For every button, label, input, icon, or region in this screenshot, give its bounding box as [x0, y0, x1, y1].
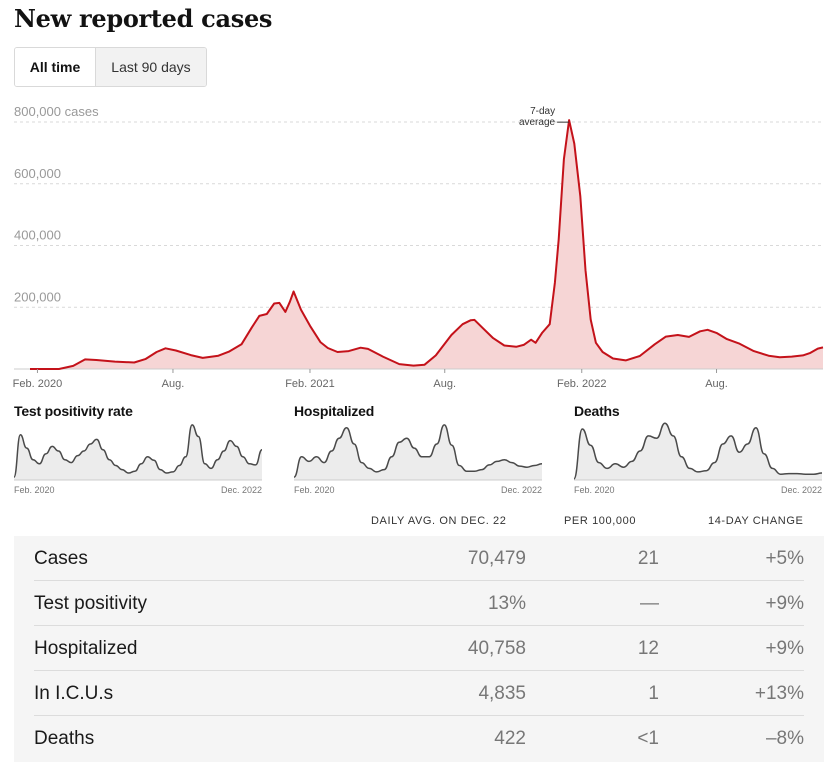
mini-chart-title: Test positivity rate [14, 403, 133, 419]
page-title: New reported cases [14, 4, 273, 33]
last-90-days-button[interactable]: Last 90 days [96, 48, 206, 86]
per-100k-value: 21 [637, 548, 659, 569]
annotation-text: average [519, 117, 556, 128]
header-per-100k: PER 100,000 [564, 515, 637, 527]
y-tick-label: 600,000 [14, 166, 61, 181]
row-label: Cases [34, 548, 88, 569]
row-label: In I.C.U.s [34, 683, 114, 704]
all-time-button[interactable]: All time [15, 48, 96, 86]
mini-line [294, 424, 543, 478]
table-row-cases: Cases 70,479 21 +5% [34, 536, 804, 581]
cases-line [30, 119, 824, 370]
header-daily-avg: DAILY AVG. ON DEC. 22 [371, 515, 507, 527]
header-14-day-change: 14-DAY CHANGE [708, 515, 804, 527]
daily-average-value: 70,479 [467, 548, 526, 569]
table-row-icu: In I.C.U.s 4,835 1 +13% [34, 671, 804, 716]
mini-line [574, 422, 823, 480]
x-tick-label: Aug. [705, 378, 728, 390]
daily-average-value: 13% [487, 593, 526, 614]
mini-start-label: Feb. 2020 [14, 485, 55, 495]
mini-end-label: Dec. 2022 [501, 485, 542, 495]
14-day-change-value: +13% [754, 683, 804, 704]
time-range-toggle: All time Last 90 days [14, 47, 207, 87]
row-label: Hospitalized [34, 638, 138, 659]
test-positivity-mini-chart: Feb. 2020 Dec. 2022 Test positivity rate [14, 400, 264, 500]
daily-average-value: 40,758 [467, 638, 526, 659]
mini-end-label: Dec. 2022 [221, 485, 262, 495]
x-tick-label: Feb. 2022 [557, 378, 607, 390]
mini-line [14, 424, 263, 478]
table-row-test-positivity: Test positivity 13% — +9% [34, 581, 804, 626]
cases-chart: 200,000 400,000 600,000 800,000 cases Feb. 2… [13, 104, 824, 390]
x-tick-label: Feb. 2020 [13, 378, 63, 390]
14-day-change-value: +5% [765, 548, 804, 569]
y-tick-label: 800,000 cases [14, 104, 99, 119]
daily-average-value: 4,835 [478, 683, 526, 704]
mini-chart-title: Deaths [574, 403, 620, 419]
mini-chart-svg: Feb. 2020 Dec. 2022 [294, 424, 543, 495]
row-label: Deaths [34, 728, 95, 749]
mini-start-label: Feb. 2020 [574, 485, 615, 495]
per-100k-value: <1 [637, 728, 659, 749]
stats-table: Cases 70,479 21 +5% Test positivity 13% … [14, 536, 824, 762]
14-day-change-value: –8% [765, 728, 804, 749]
14-day-change-value: +9% [765, 593, 804, 614]
x-tick-label: Feb. 2021 [285, 378, 335, 390]
table-row-hospitalized: Hospitalized 40,758 12 +9% [34, 626, 804, 671]
per-100k-value: — [640, 593, 659, 614]
per-100k-value: 12 [637, 638, 659, 659]
mini-chart-svg: Feb. 2020 Dec. 2022 [574, 422, 823, 495]
hospitalized-mini-chart: Feb. 2020 Dec. 2022 Hospitalized [294, 400, 544, 500]
annotation-text: 7-day [530, 106, 555, 117]
y-tick-label: 200,000 [14, 289, 61, 304]
mini-chart-title: Hospitalized [294, 403, 375, 419]
row-label: Test positivity [34, 593, 147, 614]
x-tick-label: Aug. [162, 378, 185, 390]
mini-start-label: Feb. 2020 [294, 485, 335, 495]
y-tick-label: 400,000 [14, 228, 61, 243]
mini-area [14, 424, 262, 480]
deaths-mini-chart: Feb. 2020 Dec. 2022 Deaths [574, 400, 824, 500]
cases-area [30, 120, 823, 369]
mini-chart-svg: Feb. 2020 Dec. 2022 [14, 424, 263, 495]
daily-average-value: 422 [494, 728, 526, 749]
table-row-deaths: Deaths 422 <1 –8% [34, 716, 804, 761]
14-day-change-value: +9% [765, 638, 804, 659]
x-tick-label: Aug. [433, 378, 456, 390]
mini-area [574, 423, 822, 480]
mini-end-label: Dec. 2022 [781, 485, 822, 495]
per-100k-value: 1 [648, 683, 659, 704]
